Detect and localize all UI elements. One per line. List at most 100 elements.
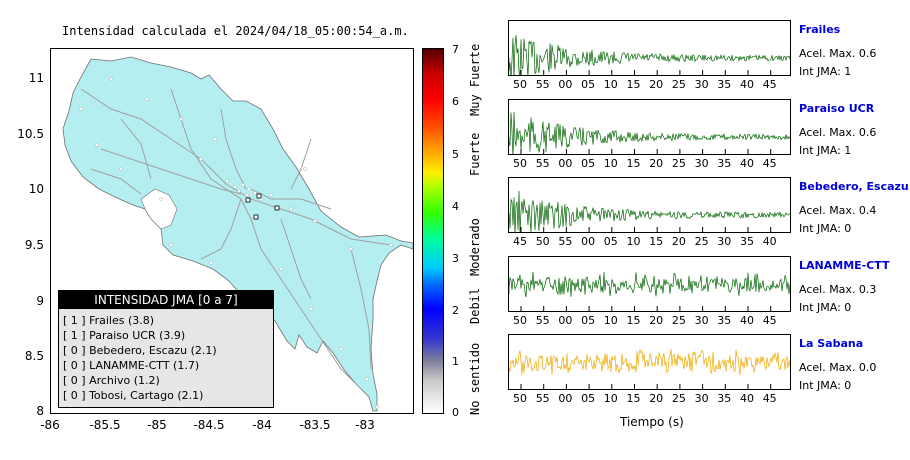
map-ytick: 11 xyxy=(28,71,44,85)
trace-tick-label: 30 xyxy=(717,235,732,248)
trace-tick-label: 55 xyxy=(558,235,573,248)
trace-tick-label: 10 xyxy=(603,392,618,405)
colorbar-category: Debil xyxy=(468,287,482,324)
colorbar-category: Moderado xyxy=(468,218,482,276)
seismogram-trace[interactable] xyxy=(508,177,791,233)
trace-tick-label: 10 xyxy=(626,235,641,248)
station-name: LANAMME-CTT xyxy=(799,259,890,272)
map-ytick: 10.5 xyxy=(17,127,44,141)
intensity-colorbar xyxy=(422,48,444,414)
trace-tick-label: 20 xyxy=(671,235,686,248)
waveform-line xyxy=(509,271,790,298)
trace-tick-label: 05 xyxy=(581,314,596,327)
seismogram-trace[interactable] xyxy=(508,20,791,76)
trace-tick-label: 00 xyxy=(558,78,573,91)
trace-tick-label: 55 xyxy=(535,157,550,170)
station-name: Bebedero, Escazu xyxy=(799,180,909,193)
trace-tick-label: 40 xyxy=(740,314,754,327)
station-jma-intensity: Int JMA: 0 xyxy=(799,379,852,392)
trace-tick-label: 55 xyxy=(535,78,550,91)
colorbar-category: No sentido xyxy=(468,342,482,415)
trace-tick-label: 20 xyxy=(649,78,664,91)
time-axis-label: Tiempo (s) xyxy=(620,415,684,429)
legend-item: [ 1 ] Paraiso UCR (3.9) xyxy=(63,329,186,342)
legend-item: [ 0 ] Tobosi, Cartago (2.1) xyxy=(63,389,204,402)
legend-item: [ 0 ] LANAMME-CTT (1.7) xyxy=(63,359,200,372)
station-name: La Sabana xyxy=(799,337,864,350)
colorbar-tick: 0 xyxy=(452,406,459,419)
trace-tick-label: 15 xyxy=(626,392,641,405)
costa-rica-landmass xyxy=(62,56,413,412)
station-jma-intensity: Int JMA: 0 xyxy=(799,301,852,314)
waveform-plot xyxy=(509,190,790,232)
trace-tick-label: 40 xyxy=(762,235,777,248)
trace-tick-label: 35 xyxy=(717,157,732,170)
trace-tick-label: 05 xyxy=(603,235,618,248)
intensity-legend: INTENSIDAD JMA [0 a 7] [ 1 ] Frailes (3.… xyxy=(58,290,274,408)
trace-tick-label: 55 xyxy=(535,392,550,405)
station-max-accel: Acel. Max. 0.3 xyxy=(799,283,877,296)
colorbar-tick: 7 xyxy=(452,43,459,56)
trace-tick-label: 20 xyxy=(649,157,664,170)
seismogram-trace[interactable] xyxy=(508,256,791,312)
waveform-line xyxy=(509,111,790,154)
trace-tick-label: 35 xyxy=(740,235,754,248)
colorbar-tick: 2 xyxy=(452,304,459,317)
colorbar-tick: 3 xyxy=(452,252,459,265)
station-name: Paraiso UCR xyxy=(799,102,875,115)
map-ytick: 8 xyxy=(36,404,44,418)
trace-tick-label: 20 xyxy=(649,314,664,327)
legend-title: INTENSIDAD JMA [0 a 7] xyxy=(59,291,273,309)
map-title: Intensidad calculada el 2024/04/18_05:00… xyxy=(62,24,409,38)
waveform-plot xyxy=(509,271,790,311)
waveform-plot xyxy=(509,111,790,154)
trace-tick-label: 00 xyxy=(558,314,573,327)
station-max-accel: Acel. Max. 0.6 xyxy=(799,126,877,139)
nicoya-gulf xyxy=(140,188,178,230)
trace-tick-label: 15 xyxy=(626,157,641,170)
trace-tick-label: 10 xyxy=(603,157,618,170)
trace-tick-label: 50 xyxy=(513,314,527,327)
trace-tick-label: 50 xyxy=(513,157,527,170)
map-xtick: -85.5 xyxy=(89,418,121,432)
map-ytick: 8.5 xyxy=(24,349,44,363)
trace-tick-label: 35 xyxy=(717,314,732,327)
seismogram-trace[interactable] xyxy=(508,99,791,155)
trace-tick-label: 35 xyxy=(717,78,732,91)
trace-tick-label: 50 xyxy=(513,78,527,91)
map-xtick: -85 xyxy=(147,418,167,432)
trace-tick-label: 40 xyxy=(740,78,754,91)
seismogram-trace[interactable] xyxy=(508,334,791,390)
station-max-accel: Acel. Max. 0.6 xyxy=(799,47,877,60)
trace-tick-label: 25 xyxy=(694,235,709,248)
trace-tick-label: 00 xyxy=(558,157,573,170)
trace-tick-label: 15 xyxy=(649,235,664,248)
trace-tick-label: 50 xyxy=(535,235,550,248)
station-name: Frailes xyxy=(799,23,841,36)
map-ytick: 9.5 xyxy=(24,238,44,252)
colorbar-category: Muy Fuerte xyxy=(468,43,482,116)
trace-tick-label: 45 xyxy=(762,392,777,405)
trace-tick-label: 50 xyxy=(513,392,527,405)
trace-tick-label: 05 xyxy=(581,78,596,91)
trace-tick-label: 15 xyxy=(626,78,641,91)
waveform-plot xyxy=(509,348,790,389)
colorbar-tick: 5 xyxy=(452,148,459,161)
waveform-line xyxy=(509,190,790,232)
map-xtick: -83 xyxy=(355,418,375,432)
station-markers xyxy=(245,193,280,220)
trace-tick-label: 10 xyxy=(603,78,618,91)
station-jma-intensity: Int JMA: 1 xyxy=(799,144,852,157)
colorbar-category: Fuerte xyxy=(468,132,482,176)
trace-tick-label: 25 xyxy=(671,78,686,91)
trace-tick-label: 30 xyxy=(694,392,709,405)
trace-tick-label: 55 xyxy=(535,314,550,327)
trace-tick-label: 00 xyxy=(581,235,596,248)
trace-tick-label: 45 xyxy=(762,78,777,91)
waveform-line xyxy=(509,35,790,75)
trace-tick-label: 40 xyxy=(740,157,754,170)
colorbar-tick: 4 xyxy=(452,200,459,213)
legend-item: [ 0 ] Archivo (1.2) xyxy=(63,374,160,387)
trace-tick-label: 05 xyxy=(581,157,596,170)
trace-tick-label: 25 xyxy=(671,392,686,405)
